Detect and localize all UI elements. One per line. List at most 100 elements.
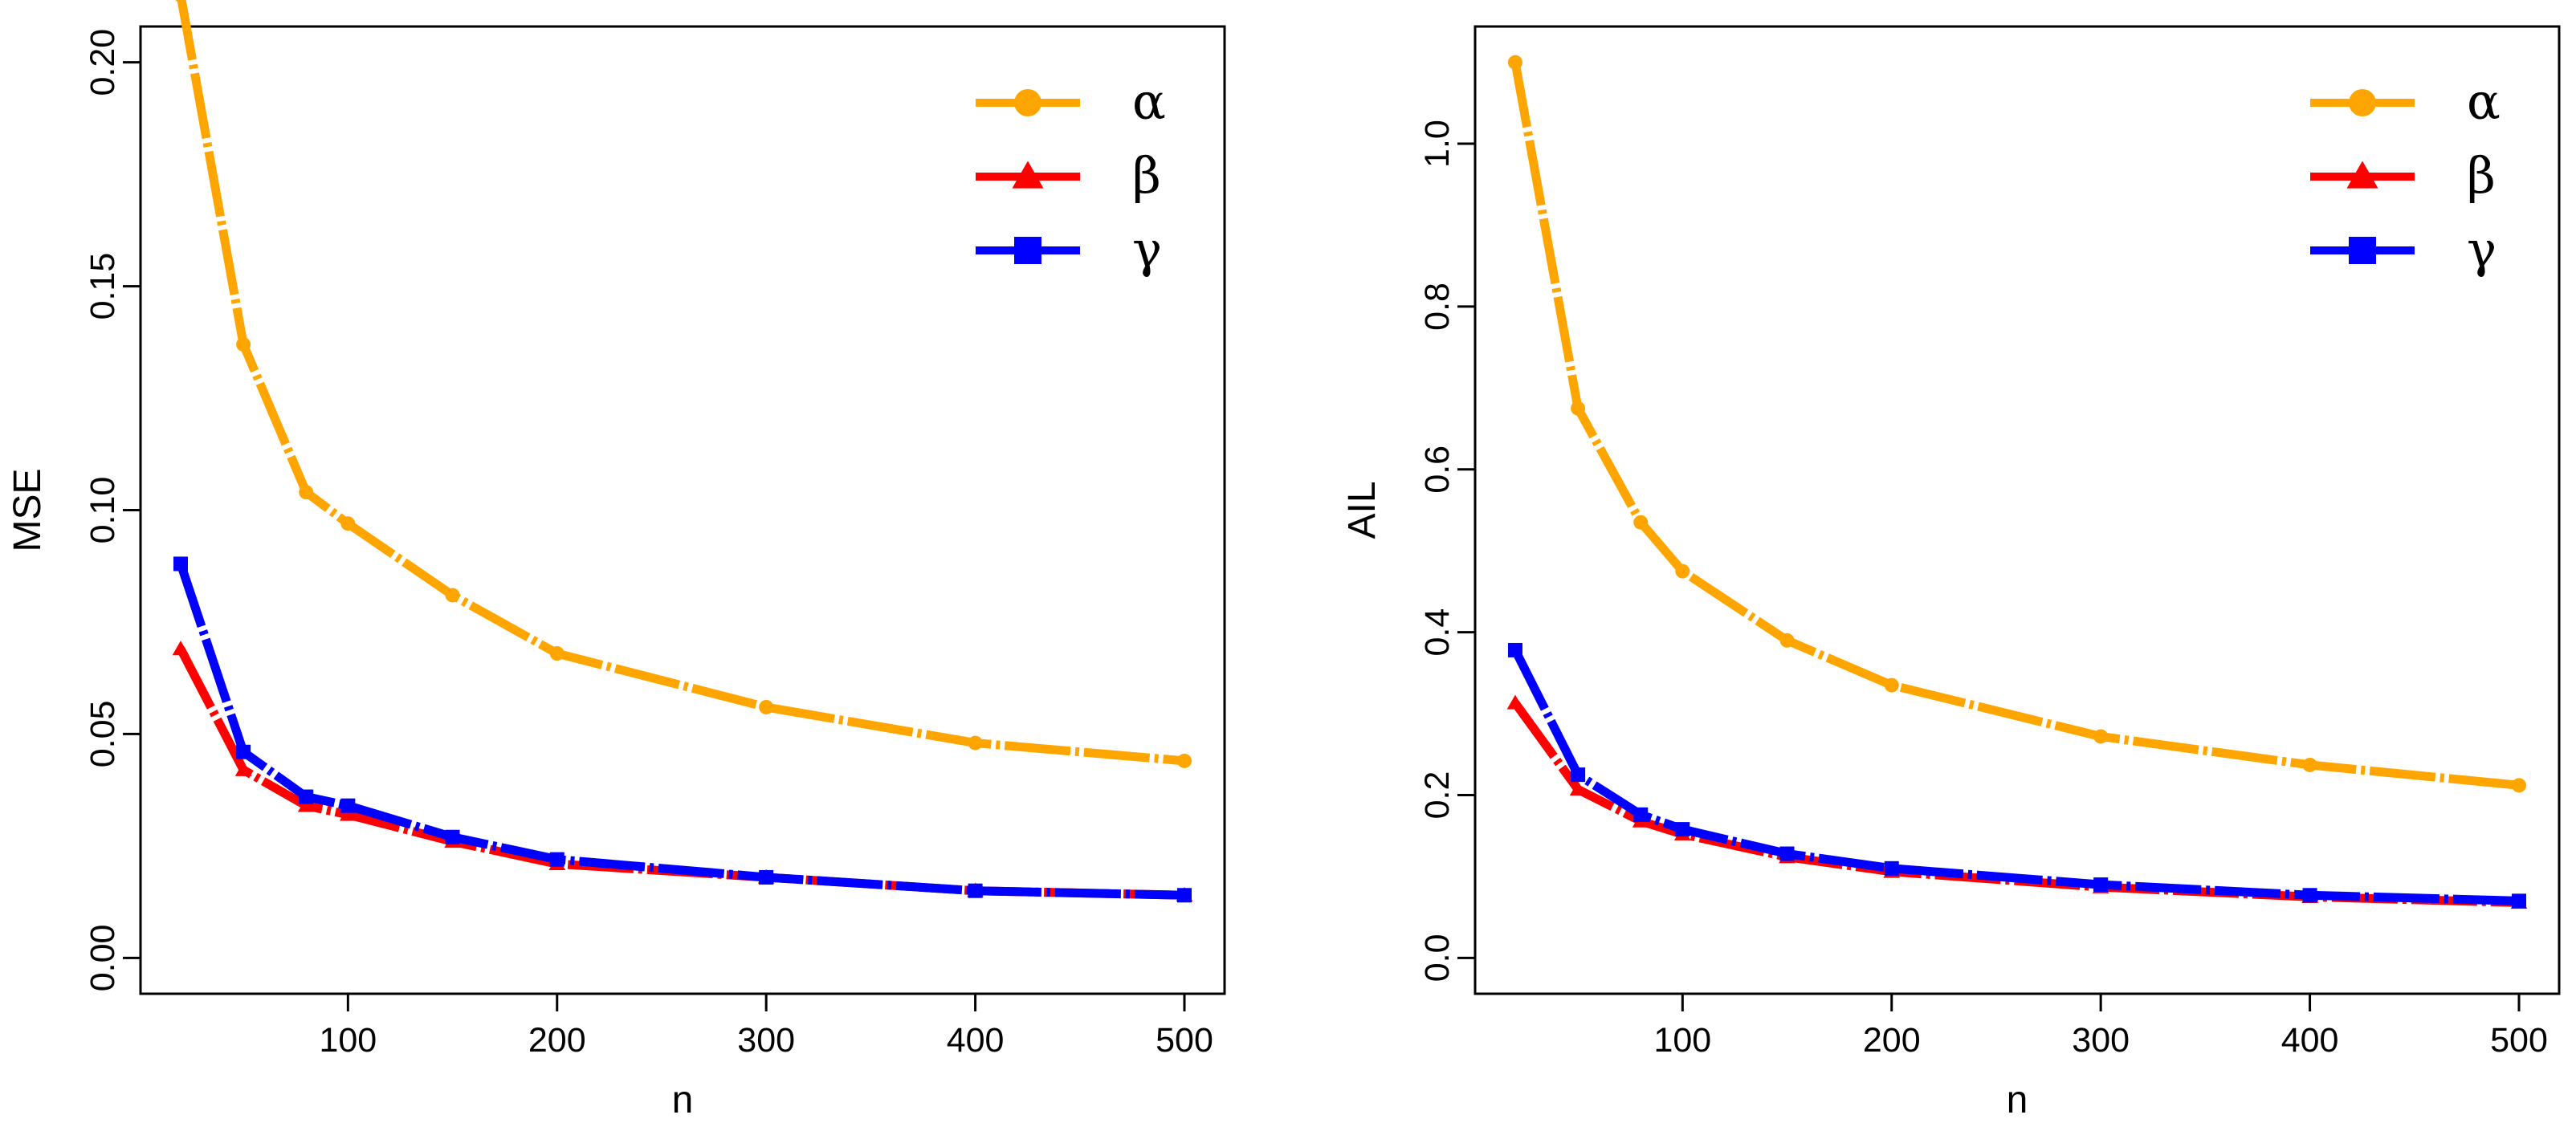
data-point (1884, 677, 1899, 693)
data-point (1571, 401, 1586, 416)
y-tick-label: 0.00 (84, 925, 122, 992)
data-point (2512, 893, 2526, 909)
chart-panel-mse: 100 200 300 400 500 n 0.00 0.05 0.10 0.15 0.20 MSE α… (6, 0, 1226, 1121)
x-axis-label: n (672, 1079, 694, 1121)
legend: αβγ (2310, 72, 2501, 279)
data-point (236, 744, 251, 759)
data-point (173, 556, 188, 572)
data-point (759, 869, 774, 885)
series-line (1511, 700, 2520, 907)
x-tick-label: 300 (737, 1021, 795, 1060)
y-tick-label: 0.0 (1418, 934, 1457, 982)
x-tick-label: 400 (2281, 1021, 2339, 1060)
y-tick-label: 1.0 (1418, 120, 1457, 168)
data-point (445, 588, 460, 603)
legend-label: γ (2467, 220, 2497, 279)
x-tick-label: 500 (2490, 1021, 2548, 1060)
y-tick-label: 0.05 (84, 701, 122, 768)
y-tick-label: 0.6 (1418, 446, 1457, 494)
y-tick-label: 0.10 (84, 477, 122, 544)
legend-label: β (2467, 146, 2496, 205)
data-point (1177, 753, 1192, 768)
series-line (177, 646, 1185, 900)
y-tick-label: 0.8 (1418, 283, 1457, 331)
data-point (1779, 846, 1795, 861)
data-point (340, 516, 356, 531)
x-tick-label: 500 (1156, 1021, 1213, 1060)
y-axis: 0.00 0.05 0.10 0.15 0.20 (84, 29, 141, 991)
x-axis: 100 200 300 400 500 (319, 994, 1213, 1060)
y-tick-label: 0.2 (1418, 771, 1457, 820)
data-point (175, 0, 186, 2)
data-point (299, 485, 314, 500)
data-point (1633, 807, 1649, 822)
data-point (2093, 877, 2109, 893)
data-point (2302, 757, 2317, 772)
data-point (339, 806, 357, 821)
y-axis: 0.0 0.2 0.4 0.6 0.8 1.0 (1418, 120, 1475, 982)
data-point (1884, 861, 1899, 876)
data-point (236, 337, 251, 352)
data-point (1177, 888, 1192, 903)
series-line (176, 562, 1185, 900)
y-tick-label: 0.4 (1418, 608, 1457, 657)
data-point (2302, 888, 2317, 903)
x-tick-label: 200 (528, 1021, 586, 1060)
data-point (2093, 729, 2109, 744)
legend-marker (2349, 237, 2376, 264)
data-point (2512, 778, 2526, 793)
series-line (1510, 61, 2520, 790)
legend-label: β (1132, 146, 1161, 205)
data-point (968, 735, 983, 751)
data-point (1508, 642, 1522, 657)
data-point (172, 641, 190, 656)
y-axis-label: MSE (6, 468, 49, 551)
data-point (968, 883, 983, 898)
series-triangle (172, 641, 1193, 902)
data-point (340, 798, 356, 813)
legend-marker (1014, 237, 1041, 264)
x-tick-label: 200 (1863, 1021, 1921, 1060)
data-point (297, 797, 315, 812)
data-point (1571, 767, 1586, 783)
plot-frame (1473, 25, 2561, 995)
series-square (173, 556, 1192, 903)
x-tick-label: 400 (947, 1021, 1005, 1060)
data-point (1569, 781, 1587, 796)
x-tick-label: 100 (319, 1021, 377, 1060)
series-circle (175, 0, 1192, 768)
plot-frame (139, 25, 1226, 995)
legend-label: γ (1132, 220, 1162, 279)
x-axis: 100 200 300 400 500 (1653, 994, 2548, 1060)
y-tick-label: 0.20 (84, 29, 122, 96)
x-tick-label: 100 (1653, 1021, 1711, 1060)
data-point (445, 829, 460, 844)
x-tick-label: 300 (2072, 1021, 2130, 1060)
y-tick-label: 0.15 (84, 253, 122, 320)
legend: αβγ (976, 72, 1166, 279)
data-point (549, 646, 565, 661)
y-axis-label: AIL (1341, 481, 1384, 539)
x-axis-label: n (2007, 1079, 2028, 1121)
chart-panel-ail: 100 200 300 400 500 n 0.0 0.2 0.4 0.6 0.8 1.0 AIL αβγ (1341, 25, 2561, 1121)
data-point (1675, 822, 1690, 837)
legend-marker (2346, 161, 2378, 189)
legend-marker (1014, 89, 1041, 116)
data-point (1779, 633, 1795, 648)
data-point (1506, 694, 1524, 710)
series-square (1508, 642, 2526, 909)
data-point (299, 789, 314, 804)
data-point (1508, 55, 1522, 70)
legend-label: α (1132, 72, 1166, 131)
legend-marker (1012, 161, 1044, 189)
data-point (759, 699, 774, 714)
data-point (1675, 564, 1690, 579)
legend-label: α (2467, 72, 2501, 131)
data-point (549, 852, 565, 867)
series-circle (1508, 55, 2526, 793)
legend-marker (2349, 89, 2376, 116)
data-point (1633, 515, 1649, 530)
data-point (234, 761, 252, 776)
series-line (1511, 648, 2520, 905)
